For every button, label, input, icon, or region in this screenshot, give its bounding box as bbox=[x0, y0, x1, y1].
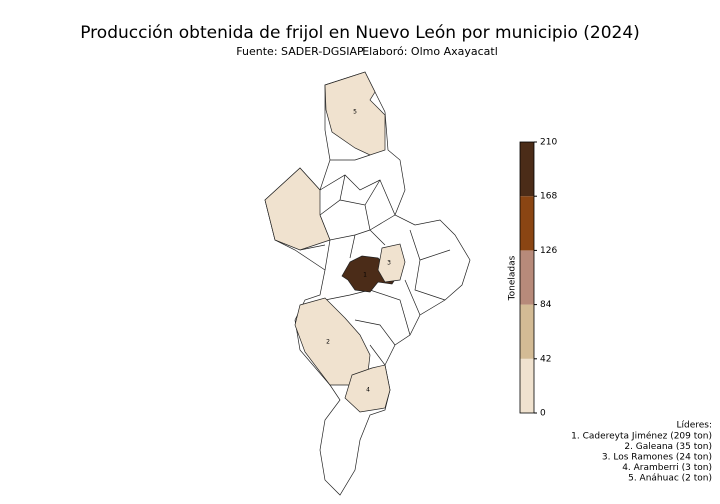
colorbar-label: Toneladas bbox=[508, 255, 518, 301]
title: Producción obtenida de frijol en Nuevo L… bbox=[80, 23, 640, 43]
colorbar: Toneladas 0 42 84 126 168 210 bbox=[508, 138, 558, 419]
colorbar-tick-label: 42 bbox=[540, 354, 551, 364]
leader-item: 4. Aramberri (3 ton) bbox=[622, 463, 712, 473]
colorbar-tick-label: 126 bbox=[540, 246, 557, 256]
colorbar-tick-label: 0 bbox=[540, 409, 546, 419]
leader-item: 5. Anáhuac (2 ton) bbox=[628, 474, 712, 484]
author: Elaboró: Olmo Axayacatl bbox=[362, 45, 498, 58]
region-label: 2 bbox=[326, 339, 330, 346]
leaders-list: Líderes: 1. Cadereyta Jiménez (209 ton)2… bbox=[571, 421, 712, 484]
region bbox=[324, 71, 386, 156]
colorbar-segment bbox=[520, 196, 534, 251]
leader-item: 3. Los Ramones (24 ton) bbox=[602, 453, 712, 463]
colorbar-tick-label: 168 bbox=[540, 192, 557, 202]
region bbox=[344, 364, 391, 413]
leader-item: 2. Galeana (35 ton) bbox=[624, 442, 712, 452]
source: Fuente: SADER-DGSIAP bbox=[236, 45, 364, 58]
region-unlabeled bbox=[264, 167, 331, 251]
colorbar-segment bbox=[520, 142, 534, 197]
leaders-title: Líderes: bbox=[676, 421, 712, 431]
colorbar-tick-label: 84 bbox=[540, 300, 552, 310]
region-label: 1 bbox=[363, 272, 367, 279]
colorbar-segment bbox=[520, 358, 534, 413]
state-map: 1 2 3 4 5 bbox=[264, 71, 471, 496]
colorbar-tick-label: 210 bbox=[540, 138, 557, 148]
region bbox=[377, 243, 406, 283]
region-label: 5 bbox=[353, 109, 357, 116]
leader-item: 1. Cadereyta Jiménez (209 ton) bbox=[571, 431, 712, 442]
colorbar-frame bbox=[519, 141, 535, 414]
colorbar-segment bbox=[520, 250, 534, 305]
region-label: 4 bbox=[366, 387, 370, 394]
municipal-borders bbox=[299, 154, 451, 366]
region-label: 3 bbox=[387, 260, 391, 267]
colorbar-segment bbox=[520, 304, 534, 359]
